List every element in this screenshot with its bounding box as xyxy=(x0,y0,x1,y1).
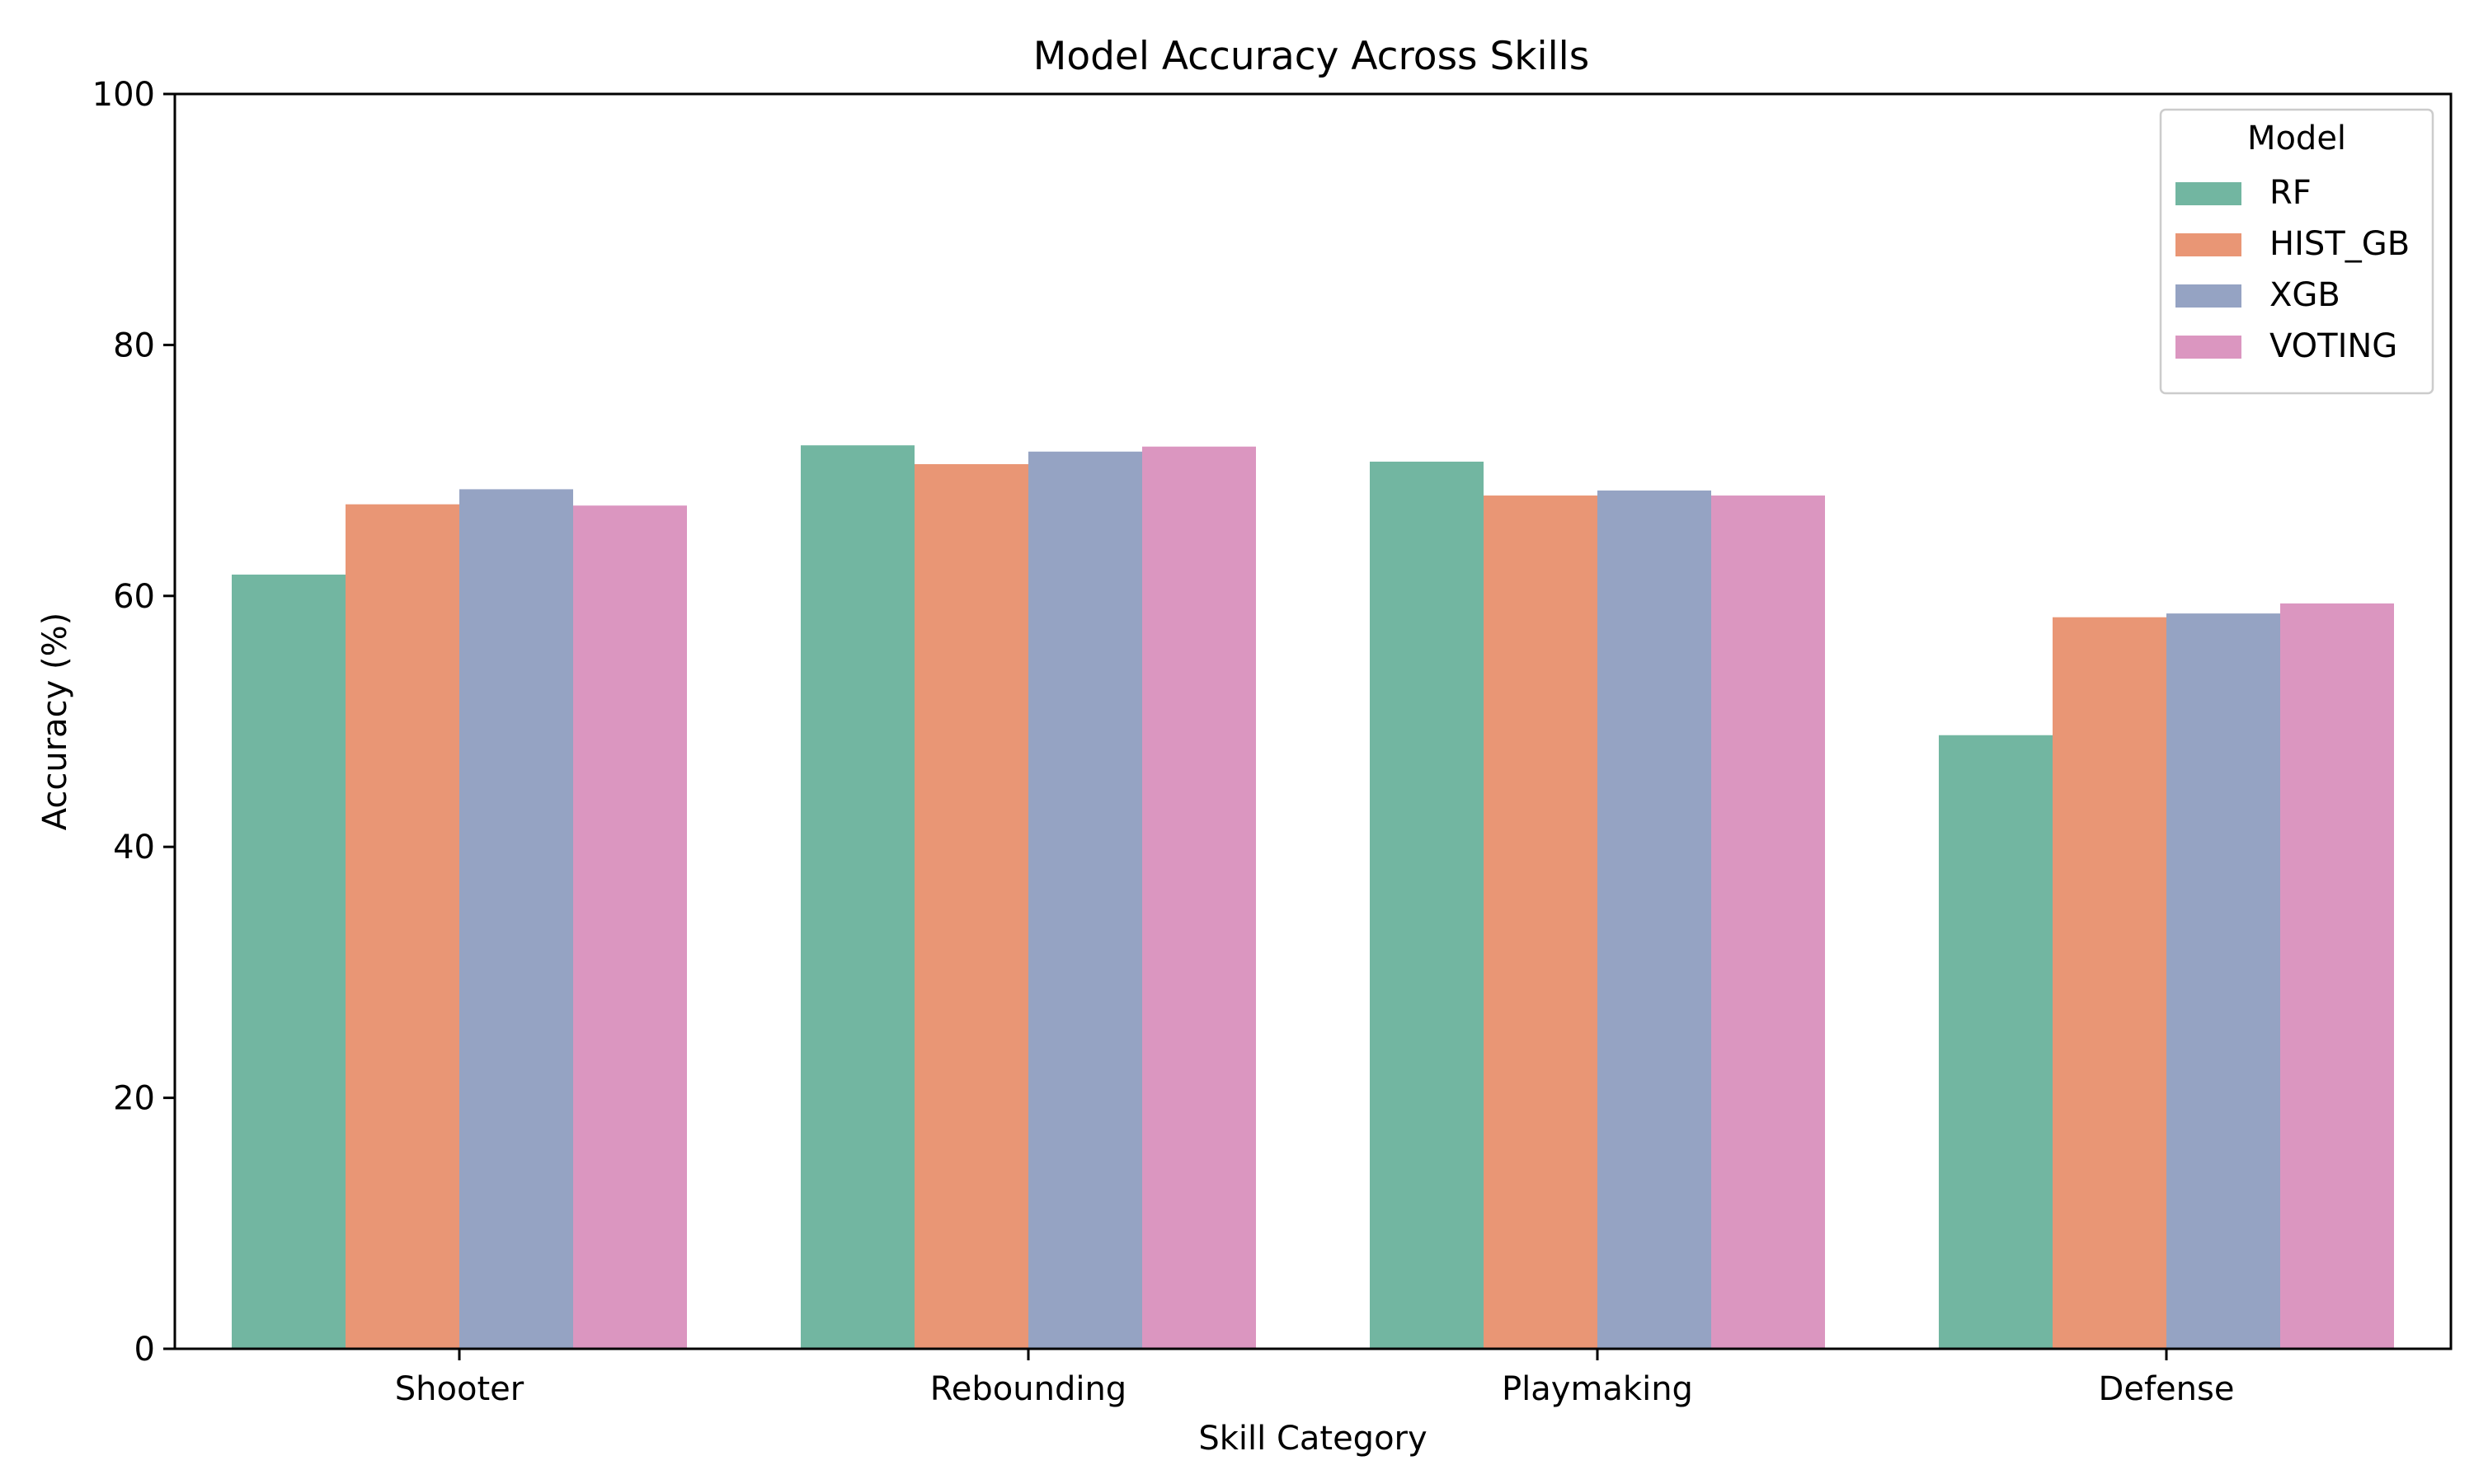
legend: Model RF HIST_GB XGB VOTING xyxy=(2159,108,2434,395)
y-tick-label: 0 xyxy=(134,1331,155,1369)
bar-xgb-shooter xyxy=(459,489,573,1350)
y-axis-label: Accuracy (%) xyxy=(36,613,74,831)
x-tick-label: Defense xyxy=(2099,1370,2235,1408)
y-tick-label: 80 xyxy=(113,326,155,364)
bar-voting-rebounding xyxy=(1142,446,1256,1349)
y-tick-label: 60 xyxy=(113,578,155,616)
bar-xgb-playmaking xyxy=(1597,490,1711,1349)
bar-xgb-defense xyxy=(2166,613,2280,1349)
y-tick-label: 20 xyxy=(113,1080,155,1118)
bar-hist-gb-defense xyxy=(2053,617,2166,1349)
bar-voting-shooter xyxy=(573,505,687,1349)
bar-hist-gb-playmaking xyxy=(1484,495,1597,1349)
legend-swatch-voting xyxy=(2175,336,2241,359)
bar-voting-defense xyxy=(2280,603,2394,1349)
legend-label-rf: RF xyxy=(2269,174,2312,212)
bar-hist-gb-rebounding xyxy=(915,463,1028,1349)
y-axis: 0 20 40 60 80 100 xyxy=(92,76,175,1369)
legend-swatch-xgb xyxy=(2175,284,2241,308)
y-tick-label: 100 xyxy=(92,76,155,114)
bar-xgb-rebounding xyxy=(1028,451,1142,1349)
y-tick-label: 40 xyxy=(113,829,155,866)
x-tick-label: Rebounding xyxy=(930,1370,1126,1408)
legend-label-voting: VOTING xyxy=(2269,327,2397,365)
legend-title: Model xyxy=(2247,120,2346,157)
plot-frame xyxy=(173,92,2453,1350)
bar-rf-playmaking xyxy=(1370,461,1484,1349)
bar-rf-shooter xyxy=(232,574,346,1349)
bars-group xyxy=(232,445,2394,1350)
x-axis: Shooter Rebounding Playmaking Defense xyxy=(395,1349,2235,1408)
legend-label-hist-gb: HIST_GB xyxy=(2269,225,2410,263)
legend-label-xgb: XGB xyxy=(2269,276,2340,314)
bar-voting-playmaking xyxy=(1711,495,1825,1349)
bar-hist-gb-shooter xyxy=(346,504,459,1349)
legend-swatch-hist-gb xyxy=(2175,233,2241,256)
bar-rf-defense xyxy=(1939,735,2053,1349)
legend-box xyxy=(2159,108,2434,395)
x-tick-label: Shooter xyxy=(395,1370,524,1408)
chart-title: Model Accuracy Across Skills xyxy=(1033,34,1589,79)
x-axis-label: Skill Category xyxy=(1198,1420,1427,1458)
x-tick-label: Playmaking xyxy=(1502,1370,1693,1408)
bar-rf-rebounding xyxy=(801,445,915,1350)
legend-swatch-rf xyxy=(2175,182,2241,205)
